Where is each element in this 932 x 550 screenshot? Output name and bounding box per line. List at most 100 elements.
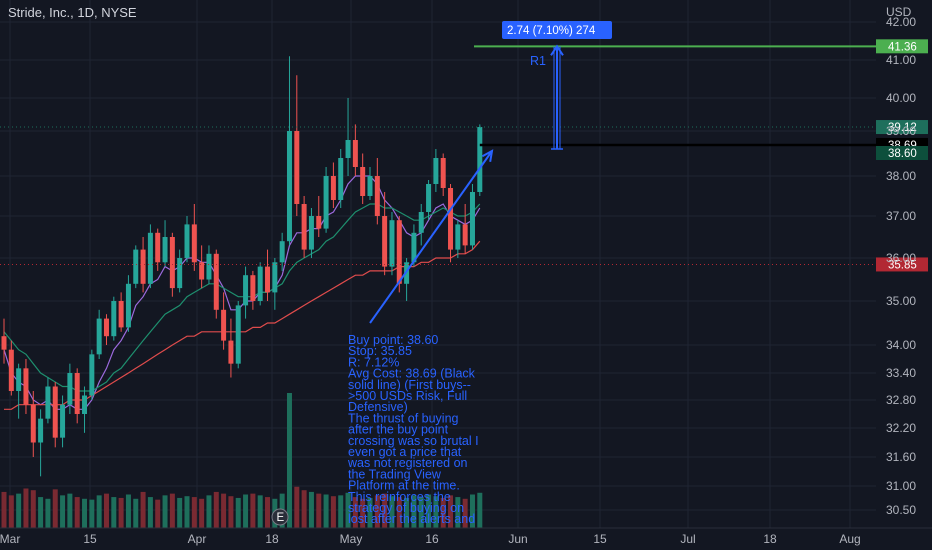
- candle-body: [477, 127, 483, 192]
- candle-body: [60, 404, 66, 438]
- volume-bar: [213, 491, 219, 528]
- volume-bar: [250, 493, 256, 528]
- candle: [221, 292, 227, 350]
- currency-label: USD: [886, 5, 912, 19]
- candle-body: [418, 212, 424, 233]
- y-tick-label: 37.00: [886, 209, 916, 223]
- note-line: strategy of buying on: [348, 501, 464, 515]
- price-badge-label: 38.60: [888, 148, 917, 160]
- candle-body: [16, 368, 22, 391]
- note-line: The thrust of buying: [348, 411, 459, 425]
- volume-bar: [265, 497, 271, 528]
- volume-bar: [82, 498, 88, 528]
- x-tick-label: May: [340, 532, 363, 546]
- y-tick-label: 35.00: [886, 294, 916, 308]
- note-line: >500 USDs Risk, Full: [348, 389, 467, 403]
- trend-arrow: [369, 150, 493, 324]
- volume-bar: [16, 493, 22, 528]
- candle: [184, 216, 190, 263]
- candle-body: [345, 140, 351, 158]
- candle: [30, 391, 36, 457]
- y-tick-label: 33.40: [886, 366, 916, 380]
- volume-bar: [330, 496, 336, 528]
- candle-body: [184, 224, 190, 258]
- candle: [82, 386, 88, 433]
- candle: [60, 395, 66, 448]
- volume-bar: [228, 496, 234, 528]
- candle-body: [23, 368, 29, 405]
- candle-body: [411, 232, 417, 263]
- x-tick-label: Jun: [508, 532, 527, 546]
- candle-body: [147, 232, 153, 284]
- candle-body: [433, 158, 439, 184]
- note-line: lost after the alerts and: [348, 512, 475, 526]
- volume-bar: [426, 494, 432, 528]
- volume-bar: [8, 495, 14, 528]
- y-tick-label: 30.50: [886, 503, 916, 517]
- note-line: This reinforces the: [348, 490, 451, 504]
- candle: [426, 180, 432, 221]
- candle: [440, 153, 446, 196]
- volume-bar: [45, 498, 51, 528]
- candle: [418, 204, 424, 246]
- candle: [294, 75, 300, 216]
- volume-bar: [257, 495, 263, 528]
- volume-bar: [89, 499, 95, 528]
- candle-body: [96, 318, 102, 355]
- volume-bar: [477, 492, 483, 528]
- candle: [125, 275, 131, 332]
- candle: [308, 208, 314, 258]
- volume-bar: [462, 498, 468, 528]
- candle-body: [426, 184, 432, 212]
- volume-bar: [96, 495, 102, 528]
- candle: [199, 245, 205, 289]
- volume-bar: [177, 497, 183, 528]
- candle: [191, 204, 197, 271]
- volume-bar: [352, 497, 358, 528]
- candle: [360, 153, 366, 204]
- earnings-marker[interactable]: [271, 508, 289, 526]
- candle-body: [8, 349, 14, 391]
- candle-body: [374, 176, 380, 216]
- candle: [448, 184, 454, 263]
- earnings-label: E: [277, 512, 285, 524]
- candle-body: [360, 167, 366, 196]
- volume-bar: [360, 498, 366, 528]
- price-badge-label: 35.85: [888, 259, 917, 271]
- candle-body: [38, 418, 44, 443]
- candle-body: [206, 253, 212, 280]
- volume-bar: [418, 497, 424, 528]
- note-line: Stop: 35.85: [348, 344, 412, 358]
- candle-body: [235, 305, 241, 364]
- candle: [140, 237, 146, 293]
- note-line: was not registered on: [347, 456, 468, 470]
- price-badge: [876, 39, 928, 54]
- volume-bar: [111, 497, 117, 528]
- volume-bar: [469, 494, 475, 528]
- price-badge: [876, 146, 928, 160]
- volume-bar: [30, 490, 36, 528]
- volume-bar: [52, 489, 58, 528]
- candle: [8, 340, 14, 396]
- candle: [162, 220, 168, 267]
- annotations: 2.74 (7.10%) 274 R1 Buy point: 38.60Stop: …: [271, 21, 612, 526]
- y-axis: 42.00 41.00 40.00 39.00 38.00 37.00 36.00 35.00…: [886, 15, 916, 517]
- candle: [374, 158, 380, 225]
- x-tick-label: Aug: [839, 532, 860, 546]
- candle-body: [155, 232, 161, 263]
- candle-body: [455, 224, 461, 250]
- note-line: even got a price that: [348, 445, 462, 459]
- volume-bar: [199, 498, 205, 528]
- candle-body: [30, 404, 36, 443]
- candle-body: [279, 241, 285, 263]
- note-line: Avg Cost: 38.69 (Black: [348, 367, 476, 381]
- candle-body: [191, 224, 197, 263]
- candle: [52, 382, 58, 448]
- y-tick-label: 36.00: [886, 251, 916, 265]
- note-line: crossing was so brutal I: [348, 434, 479, 448]
- volume-bar: [221, 493, 227, 528]
- candle: [338, 149, 344, 208]
- volume-bar: [440, 497, 446, 528]
- volume-bar: [374, 495, 380, 528]
